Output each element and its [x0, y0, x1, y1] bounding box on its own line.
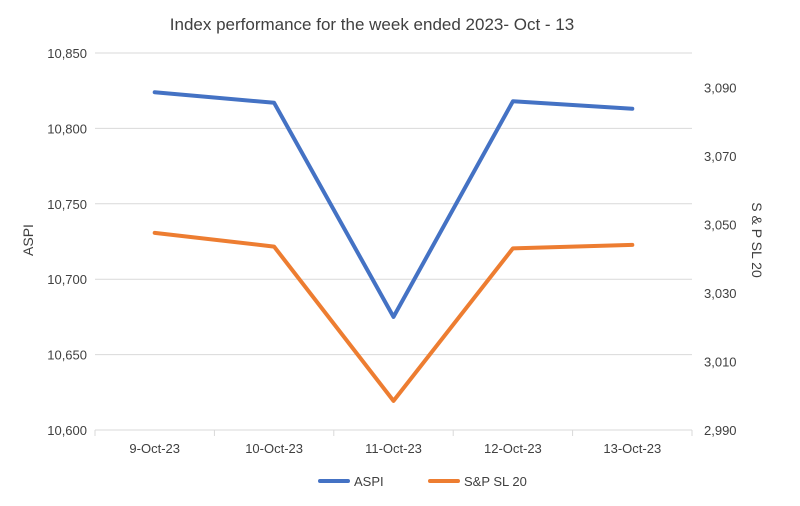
y-tick-label: 10,650 — [47, 348, 87, 363]
series-line-aspi — [152, 90, 635, 319]
y-tick-label: 10,700 — [47, 272, 87, 287]
axes: 10,600 10,650 10,700 10,750 10,800 10,850 2,99… — [47, 46, 736, 456]
y-tick-label: 10,750 — [47, 197, 87, 212]
x-tick-label: 13-Oct-23 — [603, 441, 661, 456]
legend: ASPI S&P SL 20 — [318, 474, 527, 489]
legend-label: S&P SL 20 — [464, 474, 527, 489]
y2-tick-label: 3,070 — [704, 149, 737, 164]
y-tick-label: 10,600 — [47, 423, 87, 438]
y-axis-label: ASPI — [20, 224, 36, 256]
legend-label: ASPI — [354, 474, 384, 489]
y2-tick-label: 3,090 — [704, 80, 737, 95]
series-lines — [152, 90, 635, 403]
series-line-sp-sl20 — [152, 230, 635, 403]
gridlines — [95, 52, 692, 356]
y-tick-label: 10,850 — [47, 46, 87, 61]
x-tick-label: 11-Oct-23 — [365, 441, 422, 456]
y2-tick-label: 3,030 — [704, 286, 737, 301]
y2-tick-label: 2,990 — [704, 423, 737, 438]
y-tick-label: 10,800 — [47, 121, 87, 136]
x-tick-label: 9-Oct-23 — [129, 441, 180, 456]
chart-title: Index performance for the week ended 202… — [170, 15, 574, 34]
y2-axis-label: S & P SL 20 — [749, 202, 765, 278]
x-tick-label: 10-Oct-23 — [245, 441, 303, 456]
y2-tick-label: 3,010 — [704, 354, 737, 369]
y2-tick-label: 3,050 — [704, 217, 737, 232]
x-tick-label: 12-Oct-23 — [484, 441, 542, 456]
